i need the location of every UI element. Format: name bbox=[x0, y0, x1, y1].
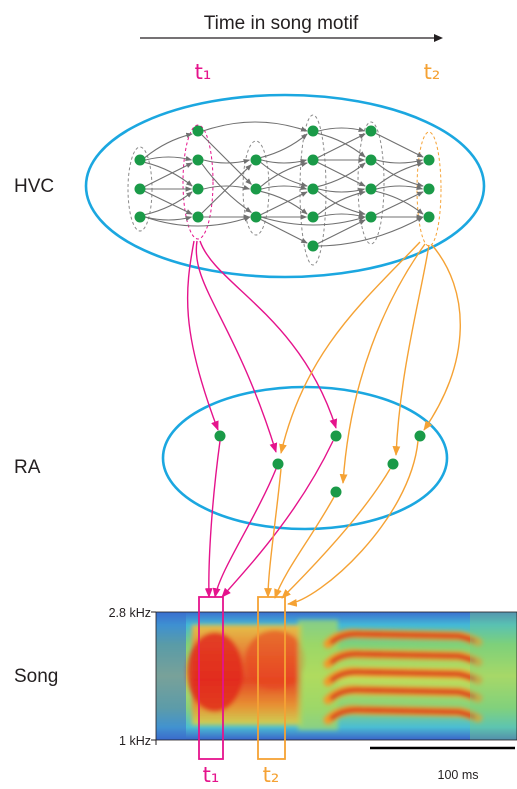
hvc-connection-arrow bbox=[376, 158, 424, 165]
hvc-connection-arrow bbox=[202, 121, 308, 132]
hvc-neuron bbox=[250, 183, 262, 195]
hvc-connection-arrow bbox=[203, 158, 251, 165]
hvc-connection-arrow bbox=[375, 132, 424, 158]
t1-window-box bbox=[198, 596, 224, 760]
freq-top-label: 2.8 kHz bbox=[109, 606, 151, 620]
t2-window-box bbox=[257, 596, 286, 760]
hvc-neuron bbox=[134, 211, 146, 223]
hvc-connections bbox=[144, 121, 424, 247]
hvc-connection-arrow bbox=[261, 184, 308, 191]
hvc-connection-arrow bbox=[318, 126, 366, 133]
hvc-neuron bbox=[365, 125, 377, 137]
hvc-neuron bbox=[250, 211, 262, 223]
spectrogram bbox=[156, 612, 517, 740]
hvc-connection-arrow bbox=[317, 190, 366, 216]
spectrogram-frame bbox=[155, 611, 517, 741]
hvc-neuron bbox=[192, 211, 204, 223]
hvc-connection-arrow bbox=[317, 161, 366, 187]
hvc-neuron bbox=[307, 125, 319, 137]
hvc-connection-arrow bbox=[318, 212, 366, 219]
hvc-group-outlines bbox=[127, 114, 442, 266]
song-label: Song bbox=[14, 666, 58, 687]
hvc-connection-arrow bbox=[145, 155, 193, 162]
freq-bottom-label: 1 kHz bbox=[119, 734, 151, 748]
hvc-label: HVC bbox=[14, 176, 54, 197]
hvc-ellipse bbox=[84, 93, 486, 279]
ra-neuron bbox=[214, 430, 226, 442]
hvc-neuron bbox=[423, 211, 435, 223]
hvc-connection-arrow bbox=[260, 133, 308, 159]
hvc-connection-arrow bbox=[144, 191, 193, 216]
hvc-to-ra-projections bbox=[186, 240, 461, 484]
hvc-connection-arrow bbox=[318, 187, 366, 194]
ra-neuron bbox=[330, 430, 342, 442]
hvc-connection-arrow bbox=[375, 162, 424, 188]
hvc-neuron bbox=[365, 183, 377, 195]
hvc-connection-arrow bbox=[260, 216, 366, 226]
hvc-connection-arrow bbox=[203, 184, 251, 191]
hvc-neuron bbox=[307, 154, 319, 166]
hvc-connection-arrow bbox=[144, 162, 193, 188]
t1-top-label: t₁ bbox=[195, 60, 212, 84]
hvc-neuron bbox=[307, 183, 319, 195]
hvc-connection-arrow bbox=[317, 162, 366, 188]
hvc-connection-arrow bbox=[375, 190, 424, 215]
ra-neuron bbox=[387, 458, 399, 470]
hvc-connection-arrow bbox=[317, 133, 366, 159]
hvc-connection-arrow bbox=[317, 216, 424, 247]
hvc-connection-arrow bbox=[317, 219, 366, 245]
hvc-neuron bbox=[134, 154, 146, 166]
ra-neurons bbox=[214, 430, 426, 498]
hvc-connection-arrow bbox=[144, 132, 193, 158]
t2-bottom-label: t₂ bbox=[263, 763, 280, 787]
hvc-neuron bbox=[307, 211, 319, 223]
ra-neuron bbox=[330, 486, 342, 498]
hvc-connection-arrow bbox=[144, 161, 193, 187]
time-axis-arrowhead bbox=[434, 34, 443, 42]
hvc-connection-arrow bbox=[201, 164, 252, 214]
hvc-neurons bbox=[134, 125, 435, 252]
ra-neuron bbox=[414, 430, 426, 442]
hvc-connection-arrow bbox=[375, 191, 424, 216]
scale-bar-label: 100 ms bbox=[438, 768, 479, 782]
ra-label: RA bbox=[14, 457, 41, 478]
ra-to-song-projections bbox=[204, 440, 419, 607]
ra-ellipse bbox=[161, 385, 449, 531]
hvc-connection-arrow bbox=[260, 219, 308, 244]
spectrogram-ticks bbox=[151, 611, 157, 745]
hvc-connection-arrow bbox=[375, 161, 424, 187]
hvc-neuron bbox=[250, 154, 262, 166]
hvc-neuron bbox=[365, 211, 377, 223]
hvc-connection-arrow bbox=[201, 134, 252, 185]
hvc-connection-arrow bbox=[260, 162, 308, 188]
hvc-neuron bbox=[365, 154, 377, 166]
hvc-connection-arrow bbox=[260, 191, 308, 216]
hvc-neuron bbox=[192, 154, 204, 166]
hvc-connection-arrow bbox=[376, 184, 424, 191]
hvc-neuron bbox=[307, 240, 319, 252]
t2-top-label: t₂ bbox=[424, 60, 441, 84]
hvc-connection-arrow bbox=[317, 132, 366, 158]
hvc-connection-arrow bbox=[260, 161, 308, 187]
hvc-connection-arrow bbox=[144, 190, 193, 215]
hvc-connection-arrow bbox=[144, 216, 251, 227]
hvc-neuron bbox=[423, 154, 435, 166]
hvc-neuron bbox=[192, 125, 204, 137]
hvc-connection-arrow bbox=[260, 190, 308, 215]
ra-neuron bbox=[272, 458, 284, 470]
hvc-neuron bbox=[192, 183, 204, 195]
time-axis-label: Time in song motif bbox=[204, 13, 359, 34]
hvc-neuron bbox=[423, 183, 435, 195]
t1-bottom-label: t₁ bbox=[203, 763, 220, 787]
hvc-connection-arrow bbox=[261, 158, 308, 165]
hvc-neuron bbox=[134, 183, 146, 195]
